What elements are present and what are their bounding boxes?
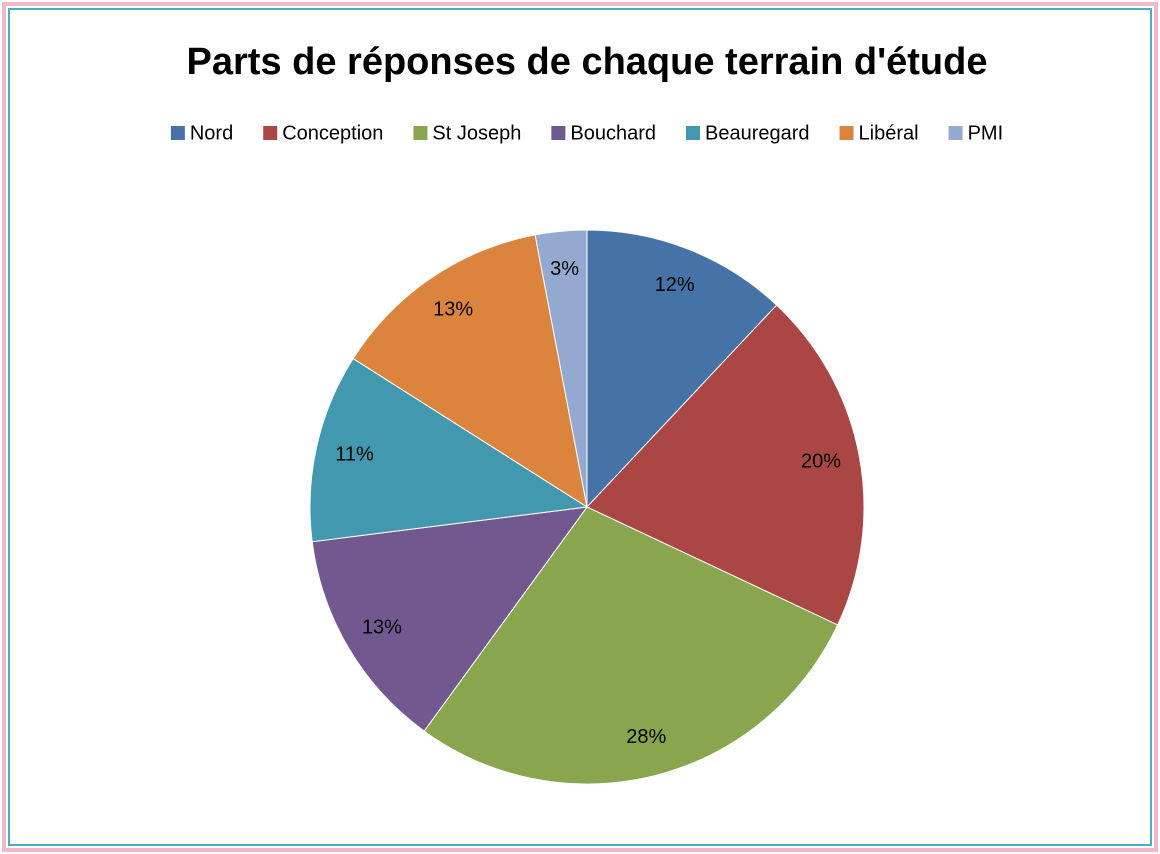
- legend-label: Beauregard: [705, 122, 810, 144]
- legend-swatch: [839, 126, 854, 140]
- data-label: 28%: [626, 726, 666, 748]
- legend-swatch: [948, 126, 963, 140]
- data-label: 20%: [801, 451, 841, 473]
- pie-slice: [311, 506, 589, 732]
- pie-slice: [352, 234, 588, 509]
- data-label: 12%: [655, 274, 695, 296]
- legend-swatch: [551, 126, 566, 140]
- chart-title: Parts de réponses de chaque terrain d'ét…: [187, 41, 988, 83]
- pie-slice: [586, 229, 778, 509]
- legend-swatch: [413, 126, 428, 140]
- data-label: 13%: [433, 298, 473, 320]
- data-label: 13%: [362, 617, 402, 639]
- legend-swatch: [685, 126, 700, 140]
- legend-label: Nord: [190, 122, 233, 144]
- legend-label: St Joseph: [432, 122, 521, 144]
- legend-label: Bouchard: [570, 122, 656, 144]
- pie-slice: [586, 304, 865, 626]
- data-label: 11%: [335, 443, 374, 465]
- pie-slice: [423, 506, 839, 785]
- legend-label: Libéral: [859, 122, 919, 144]
- legend-label: Conception: [282, 122, 383, 144]
- legend-swatch: [263, 126, 278, 140]
- pie-slice: [309, 357, 589, 543]
- legend-label: PMI: [968, 122, 1004, 144]
- legend-swatch: [170, 126, 185, 140]
- data-label: 3%: [550, 258, 579, 280]
- pie-slice: [534, 229, 588, 508]
